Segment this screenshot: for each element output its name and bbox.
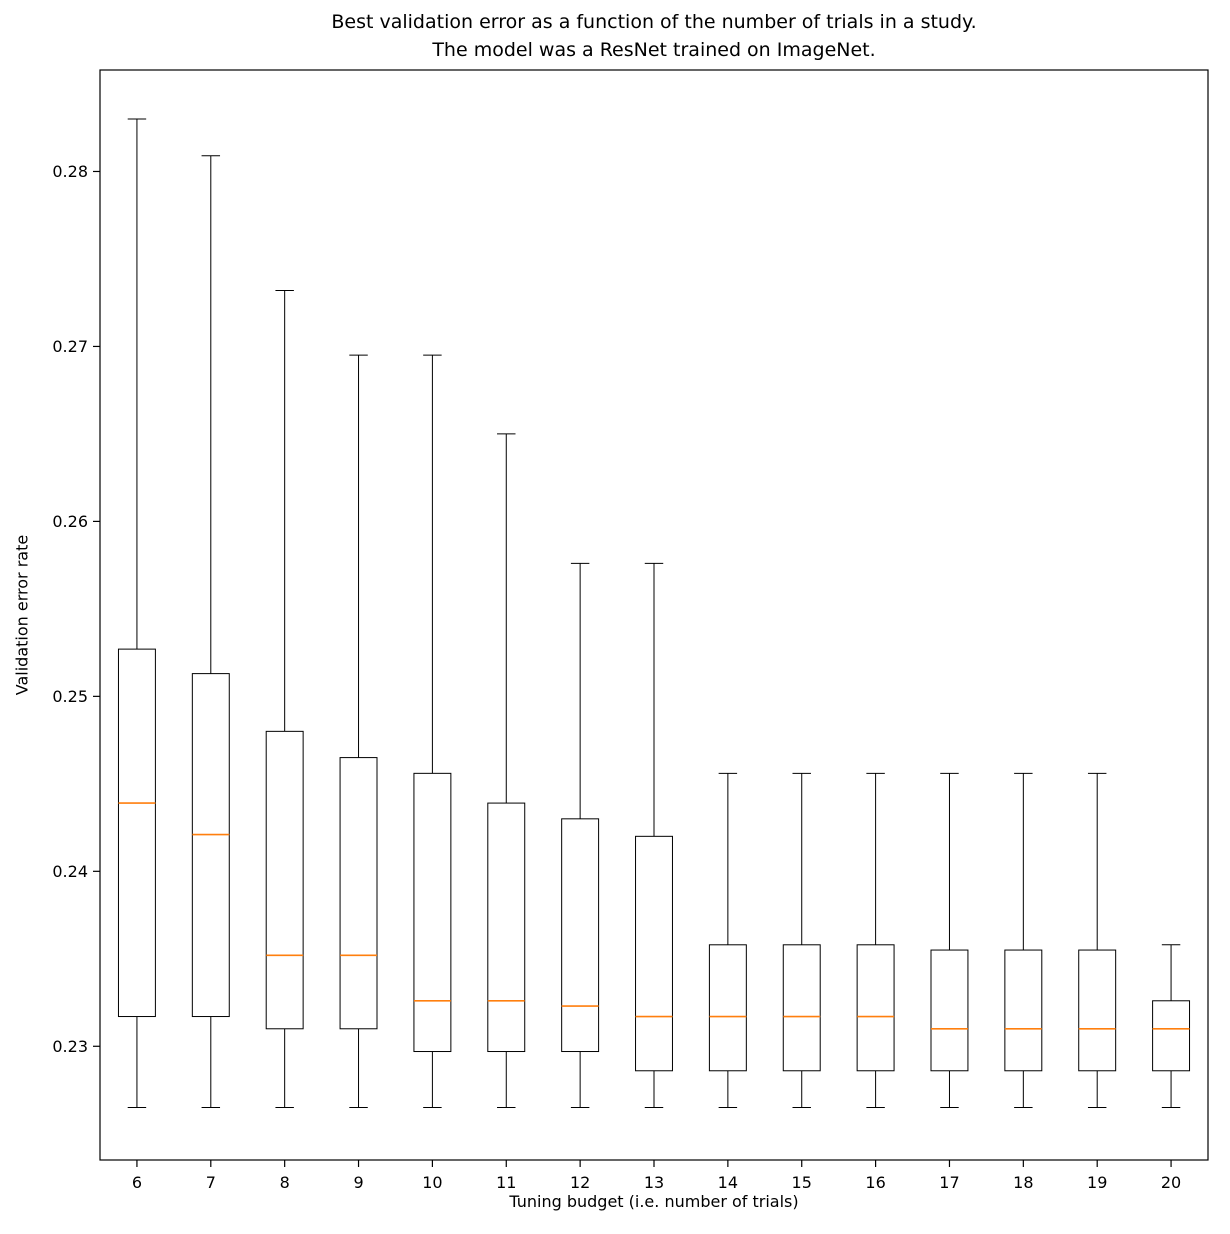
y-tick-label: 0.28 bbox=[52, 162, 88, 181]
x-tick-label: 12 bbox=[570, 1173, 590, 1192]
box-rect bbox=[487, 802, 526, 1053]
box-rect bbox=[413, 772, 452, 1053]
box-rect bbox=[265, 730, 304, 1030]
chart-title: Best validation error as a function of t… bbox=[100, 8, 1208, 64]
x-tick-label: 7 bbox=[206, 1173, 216, 1192]
x-tick-label: 17 bbox=[939, 1173, 959, 1192]
y-tick-label: 0.27 bbox=[52, 337, 88, 356]
x-tick-label: 10 bbox=[422, 1173, 442, 1192]
x-tick-label: 13 bbox=[644, 1173, 664, 1192]
x-tick-label: 20 bbox=[1161, 1173, 1181, 1192]
x-tick-label: 9 bbox=[353, 1173, 363, 1192]
y-tick-label: 0.23 bbox=[52, 1037, 88, 1056]
y-tick-label: 0.26 bbox=[52, 512, 88, 531]
box-rect bbox=[930, 949, 969, 1072]
y-tick-label: 0.24 bbox=[52, 862, 88, 881]
x-tick-label: 15 bbox=[792, 1173, 812, 1192]
box-rect bbox=[782, 944, 821, 1072]
box-rect bbox=[1078, 949, 1117, 1072]
chart-title-line1: Best validation error as a function of t… bbox=[331, 11, 977, 33]
box-rect bbox=[635, 835, 673, 1072]
box-rect bbox=[708, 944, 747, 1072]
x-tick-label: 14 bbox=[718, 1173, 738, 1192]
x-tick-label: 11 bbox=[496, 1173, 516, 1192]
box-rect bbox=[191, 673, 230, 1018]
box-rect bbox=[1004, 949, 1043, 1072]
x-axis-label: Tuning budget (i.e. number of trials) bbox=[509, 1192, 799, 1211]
chart-title-line2: The model was a ResNet trained on ImageN… bbox=[432, 39, 876, 61]
box-rect bbox=[1152, 1000, 1191, 1072]
box-rect bbox=[856, 944, 895, 1072]
x-tick-label: 19 bbox=[1087, 1173, 1107, 1192]
x-tick-label: 18 bbox=[1013, 1173, 1033, 1192]
x-tick-label: 16 bbox=[865, 1173, 885, 1192]
x-tick-label: 6 bbox=[132, 1173, 142, 1192]
box-rect bbox=[561, 818, 600, 1053]
y-axis-label: Validation error rate bbox=[12, 534, 32, 696]
box-rect bbox=[117, 648, 156, 1018]
box-rect bbox=[339, 757, 378, 1030]
y-tick-label: 0.25 bbox=[52, 687, 88, 706]
x-tick-label: 8 bbox=[280, 1173, 290, 1192]
